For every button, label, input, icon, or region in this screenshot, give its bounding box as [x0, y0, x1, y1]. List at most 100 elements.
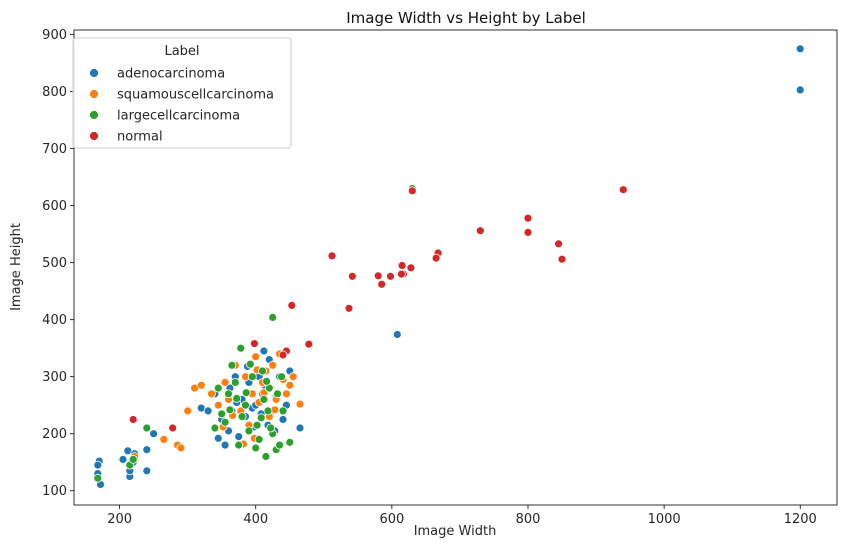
point-largecellcarcinoma	[278, 406, 288, 416]
chart-title: Image Width vs Height by Label	[346, 9, 586, 27]
point-largecellcarcinoma	[234, 440, 244, 450]
point-normal	[554, 239, 563, 249]
y-tick-label: 500	[42, 256, 67, 271]
point-normal	[304, 339, 314, 349]
point-largecellcarcinoma	[244, 426, 254, 436]
point-adenocarcinoma	[295, 423, 305, 433]
legend-label-squamouscellcarcinoma: squamouscellcarcinoma	[117, 88, 274, 103]
point-largecellcarcinoma	[263, 406, 273, 416]
point-largecellcarcinoma	[128, 454, 138, 464]
point-squamouscellcarcinoma	[295, 399, 305, 409]
point-adenocarcinoma	[278, 415, 288, 424]
point-normal	[347, 271, 357, 281]
point-normal	[128, 415, 138, 424]
point-normal	[397, 261, 407, 270]
point-normal	[377, 279, 387, 289]
points-layer	[93, 44, 805, 489]
point-adenocarcinoma	[234, 432, 244, 442]
point-largecellcarcinoma	[261, 452, 271, 461]
x-tick-label: 1000	[648, 512, 681, 527]
point-adenocarcinoma	[213, 433, 223, 443]
point-largecellcarcinoma	[252, 420, 262, 430]
point-largecellcarcinoma	[232, 393, 242, 403]
point-squamouscellcarcinoma	[196, 380, 206, 390]
point-largecellcarcinoma	[237, 412, 247, 422]
point-largecellcarcinoma	[210, 423, 220, 433]
point-largecellcarcinoma	[256, 413, 266, 423]
point-largecellcarcinoma	[241, 388, 251, 398]
y-tick-label: 700	[42, 142, 67, 157]
point-squamouscellcarcinoma	[207, 389, 216, 399]
point-adenocarcinoma	[795, 44, 805, 54]
point-adenocarcinoma	[220, 440, 230, 450]
point-largecellcarcinoma	[259, 395, 269, 404]
point-largecellcarcinoma	[217, 409, 227, 419]
point-largecellcarcinoma	[277, 372, 287, 382]
legend-marker-squamouscellcarcinoma	[89, 89, 99, 99]
legend-label-normal: normal	[117, 130, 163, 145]
point-largecellcarcinoma	[213, 383, 223, 393]
y-axis-label: Image Height	[9, 223, 24, 311]
legend-marker-adenocarcinoma	[89, 68, 99, 78]
point-largecellcarcinoma	[241, 400, 250, 410]
point-largecellcarcinoma	[275, 440, 285, 450]
point-largecellcarcinoma	[225, 405, 235, 415]
point-normal	[168, 423, 178, 433]
point-largecellcarcinoma	[93, 473, 103, 483]
point-squamouscellcarcinoma	[268, 360, 278, 370]
x-tick-label: 600	[379, 512, 404, 527]
plot-frame	[73, 29, 838, 506]
legend-marker-normal	[89, 131, 99, 141]
legend-label-largecellcarcinoma: largecellcarcinoma	[117, 109, 240, 124]
y-tick-label: 200	[42, 427, 67, 442]
x-tick-label: 800	[516, 512, 541, 527]
point-adenocarcinoma	[392, 330, 402, 339]
point-largecellcarcinoma	[254, 434, 264, 444]
point-normal	[407, 186, 417, 196]
point-normal	[431, 253, 441, 263]
point-squamouscellcarcinoma	[281, 389, 291, 399]
y-tick-label: 300	[42, 370, 67, 385]
point-normal	[344, 303, 354, 313]
x-axis-label: Image Width	[414, 524, 497, 539]
point-squamouscellcarcinoma	[285, 380, 295, 390]
legend: Label adenocarcinoma squamouscellcarcinom…	[72, 37, 292, 149]
point-adenocarcinoma	[93, 460, 103, 470]
point-normal	[396, 269, 406, 279]
y-tick-label: 900	[42, 28, 67, 43]
point-normal	[278, 350, 288, 360]
y-tick-label: 100	[42, 484, 67, 499]
point-normal	[523, 213, 533, 223]
point-normal	[327, 251, 337, 261]
point-normal	[406, 263, 416, 273]
point-largecellcarcinoma	[236, 343, 246, 353]
legend-marker-largecellcarcinoma	[89, 110, 99, 120]
point-adenocarcinoma	[795, 85, 805, 95]
point-largecellcarcinoma	[230, 377, 240, 387]
point-largecellcarcinoma	[224, 389, 233, 399]
point-adenocarcinoma	[118, 454, 128, 464]
point-largecellcarcinoma	[245, 359, 255, 369]
point-squamouscellcarcinoma	[159, 434, 169, 444]
point-adenocarcinoma	[259, 346, 269, 356]
point-largecellcarcinoma	[285, 437, 295, 447]
point-largecellcarcinoma	[266, 423, 276, 433]
point-largecellcarcinoma	[227, 360, 237, 370]
point-largecellcarcinoma	[273, 389, 282, 399]
axes-layer: 200 400 600 800 1000 1200 100 200 300 400 500 600 70…	[42, 28, 817, 527]
point-largecellcarcinoma	[258, 366, 267, 376]
legend-box	[72, 37, 292, 149]
y-tick-label: 400	[42, 313, 67, 328]
point-largecellcarcinoma	[268, 312, 278, 322]
y-tick-label: 600	[42, 199, 67, 214]
point-largecellcarcinoma	[247, 372, 257, 382]
point-squamouscellcarcinoma	[251, 352, 261, 362]
point-squamouscellcarcinoma	[220, 377, 230, 387]
point-normal	[557, 254, 567, 264]
point-largecellcarcinoma	[251, 443, 261, 453]
point-normal	[475, 226, 485, 236]
point-squamouscellcarcinoma	[183, 406, 193, 416]
point-normal	[249, 339, 259, 349]
point-normal	[386, 271, 395, 281]
